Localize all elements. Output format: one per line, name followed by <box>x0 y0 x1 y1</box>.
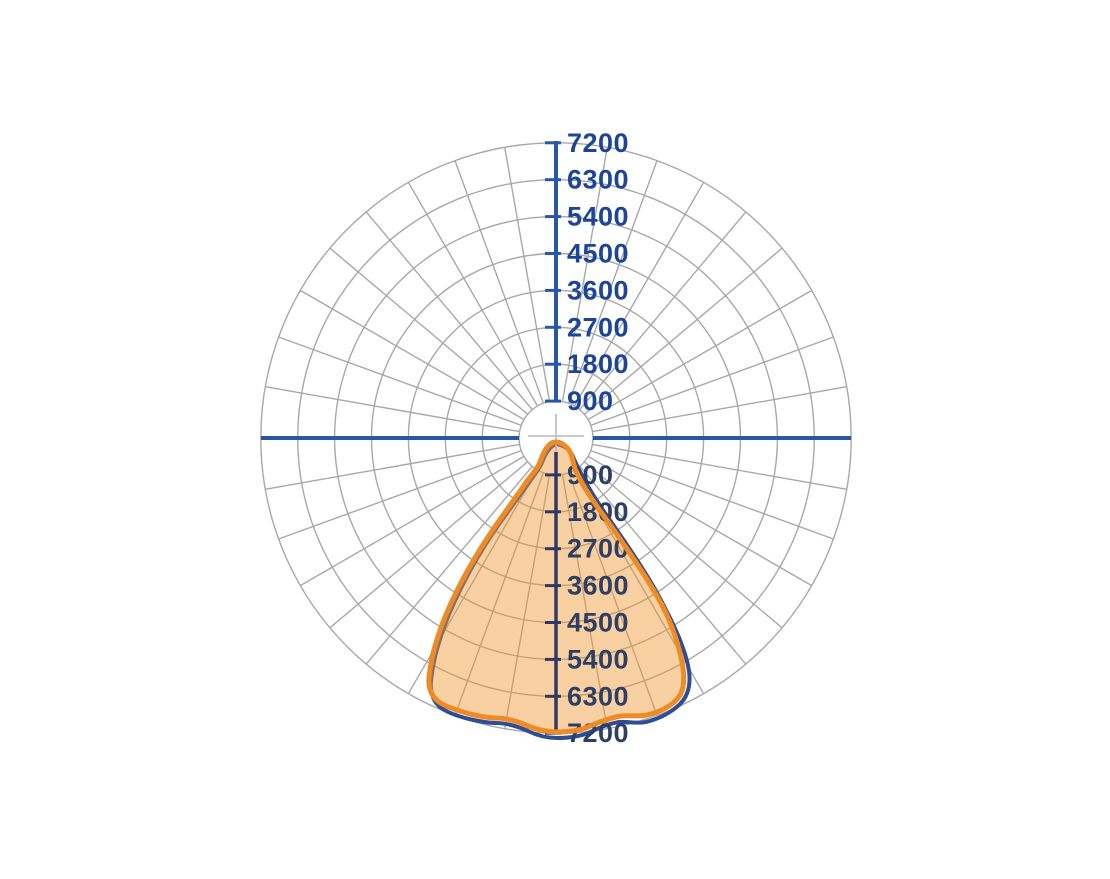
grid-spoke <box>365 465 533 665</box>
grid-spoke <box>365 211 533 411</box>
grid-spoke <box>407 181 539 407</box>
grid-spoke <box>583 247 783 415</box>
radial-tick-label: 2700 <box>567 312 629 342</box>
grid-spoke <box>299 289 525 421</box>
radial-tick-label: 5400 <box>567 644 629 674</box>
grid-spoke <box>299 455 525 587</box>
grid-spoke <box>561 147 608 402</box>
grid-spoke <box>504 147 551 402</box>
grid-spoke <box>265 443 520 490</box>
grid-spoke <box>583 461 783 629</box>
grid-spoke <box>329 461 529 629</box>
radial-ticks-upper <box>545 141 561 403</box>
radial-tick-label: 3600 <box>567 571 629 601</box>
grid-spoke <box>592 386 847 433</box>
grid-spoke <box>454 160 545 404</box>
grid-spoke <box>579 465 747 665</box>
grid-spoke <box>579 211 747 411</box>
intensity-curve-orange <box>426 439 687 735</box>
grid-spoke <box>567 160 658 404</box>
radial-tick-label: 6300 <box>567 165 629 195</box>
grid-spoke <box>592 443 847 490</box>
grid-spoke <box>329 247 529 415</box>
grid-spoke <box>265 386 520 433</box>
grid-spoke <box>278 336 522 427</box>
radial-tick-labels-upper: 7200 6300 5400 4500 3600 2700 1800 900 <box>567 128 629 416</box>
radial-tick-label: 5400 <box>567 202 629 232</box>
grid-spoke <box>590 449 834 540</box>
grid-spoke <box>587 455 813 587</box>
radial-tick-label: 3600 <box>567 275 629 305</box>
grid-spoke <box>504 474 551 729</box>
grid-spoke <box>454 472 545 716</box>
radial-tick-label: 6300 <box>567 681 629 711</box>
radial-tick-label: 4500 <box>567 608 629 638</box>
grid-spoke <box>590 336 834 427</box>
radial-ticks-lower <box>545 473 561 735</box>
grid-spoke <box>573 181 705 407</box>
grid-spoke <box>561 474 608 729</box>
grid-spoke <box>587 289 813 421</box>
radial-tick-label: 900 <box>567 386 614 416</box>
radial-tick-label: 7200 <box>567 128 629 158</box>
axes <box>261 141 851 440</box>
grid-spoke <box>567 472 658 716</box>
grid-spoke <box>278 449 522 540</box>
radial-tick-label: 4500 <box>567 239 629 269</box>
radial-tick-label: 1800 <box>567 349 629 379</box>
